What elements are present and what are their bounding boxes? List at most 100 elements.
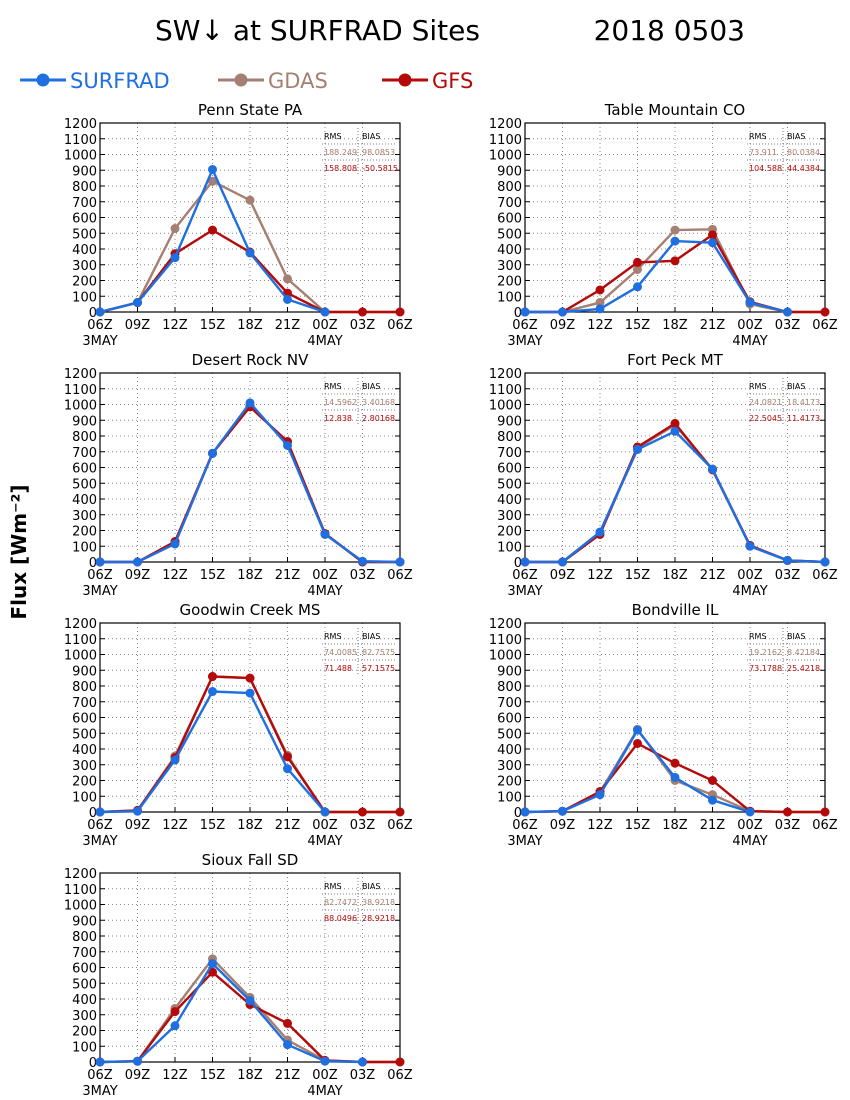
stats-bias-gfs: 11.4173	[787, 414, 820, 423]
data-point-gfs	[208, 672, 217, 682]
series-line-gfs	[525, 233, 825, 314]
data-point-surfrad	[558, 806, 567, 816]
x-tick-label: 00Z	[737, 318, 763, 333]
data-point-surfrad	[520, 557, 530, 567]
stats-rms-gdas: 19.2162	[749, 648, 782, 657]
x-tick-label: 06Z	[512, 318, 538, 333]
y-tick-label: 500	[497, 227, 522, 242]
y-tick-label: 1100	[489, 383, 522, 398]
data-point-surfrad	[133, 806, 142, 816]
y-tick-label: 700	[72, 946, 97, 961]
x-tick-label: 06Z	[812, 818, 838, 833]
x-tick-label: 06Z	[87, 818, 113, 833]
x-tick-label: 03Z	[350, 1068, 376, 1083]
x-tick-label: 03Z	[350, 318, 376, 333]
stats-bias-gfs: 57.1575	[362, 664, 395, 673]
data-point-surfrad	[95, 1057, 105, 1067]
x-tick-label: 18Z	[237, 818, 263, 833]
y-tick-label: 900	[497, 664, 522, 679]
x-tick-label: 09Z	[125, 318, 151, 333]
y-tick-label: 200	[497, 775, 522, 790]
y-tick-label: 700	[497, 696, 522, 711]
y-tick-label: 400	[72, 243, 97, 258]
x-tick-label: 15Z	[200, 1068, 226, 1083]
stats-rms-gfs: 12.838	[324, 414, 352, 423]
y-tick-label: 300	[72, 259, 97, 274]
legend-label: GFS	[432, 69, 473, 93]
date-label: 3MAY	[82, 1084, 117, 1099]
date-label: 3MAY	[82, 334, 117, 349]
date-label: 4MAY	[732, 584, 767, 599]
y-tick-label: 600	[72, 712, 97, 727]
data-point-surfrad	[558, 307, 567, 317]
date-label: 4MAY	[307, 584, 342, 599]
x-tick-label: 00Z	[737, 568, 763, 583]
legend-marker	[398, 73, 412, 87]
x-tick-label: 09Z	[550, 568, 576, 583]
y-tick-label: 1000	[489, 649, 522, 664]
x-tick-label: 21Z	[700, 568, 726, 583]
y-tick-label: 600	[497, 712, 522, 727]
y-tick-label: 400	[72, 743, 97, 758]
y-tick-label: 0	[514, 306, 522, 321]
stats-rms-gfs: 73.1788	[749, 664, 782, 673]
y-tick-label: 700	[72, 446, 97, 461]
data-point-surfrad	[708, 464, 717, 474]
stats-header-rms: RMS	[749, 632, 767, 641]
x-tick-label: 06Z	[387, 818, 413, 833]
y-tick-label: 800	[497, 430, 522, 445]
panels: Penn State PA010020030040050060070080090…	[64, 101, 838, 1099]
data-point-gfs	[633, 738, 642, 748]
data-point-surfrad	[358, 1057, 367, 1067]
y-tick-label: 300	[497, 509, 522, 524]
stats-box: RMS BIAS 74.0085 82.7575 71.488 57.1575	[322, 628, 396, 676]
data-point-surfrad	[558, 557, 567, 567]
x-tick-label: 18Z	[662, 568, 688, 583]
y-tick-label: 500	[72, 727, 97, 742]
legend-marker	[36, 73, 50, 87]
x-tick-label: 12Z	[162, 568, 188, 583]
data-point-surfrad	[95, 807, 105, 817]
y-tick-label: 1000	[64, 899, 97, 914]
x-tick-label: 18Z	[237, 318, 263, 333]
data-point-gfs	[358, 307, 367, 317]
data-point-surfrad	[133, 1056, 142, 1066]
y-tick-label: 900	[72, 164, 97, 179]
data-point-surfrad	[95, 557, 105, 567]
stats-bias-gdas: 80.0384	[787, 148, 820, 157]
y-tick-label: 100	[497, 540, 522, 555]
data-point-gfs	[358, 807, 367, 817]
y-tick-label: 100	[72, 1040, 97, 1055]
chart-panel: Desert Rock NV 01002003004005006007008009…	[64, 351, 413, 599]
y-tick-label: 1000	[489, 149, 522, 164]
stats-rms-gdas: 82.7472	[324, 898, 357, 907]
x-tick-label: 15Z	[200, 568, 226, 583]
data-point-surfrad	[783, 307, 792, 317]
date-label: 3MAY	[82, 584, 117, 599]
stats-bias-gfs: 2.80168	[362, 414, 395, 423]
y-tick-label: 300	[72, 509, 97, 524]
y-tick-label: 500	[72, 977, 97, 992]
x-tick-label: 15Z	[625, 568, 651, 583]
x-tick-label: 09Z	[125, 1068, 151, 1083]
data-point-surfrad	[133, 298, 142, 308]
x-tick-label: 06Z	[812, 318, 838, 333]
x-tick-label: 18Z	[237, 568, 263, 583]
data-point-surfrad	[670, 426, 680, 436]
figure-date: 2018 0503	[594, 14, 745, 47]
x-tick-label: 21Z	[275, 568, 301, 583]
data-point-surfrad	[170, 1021, 180, 1031]
data-point-surfrad	[208, 687, 217, 697]
stats-header-rms: RMS	[324, 882, 342, 891]
x-tick-label: 21Z	[275, 818, 301, 833]
data-point-gfs	[670, 256, 680, 266]
legend-label: SURFRAD	[70, 69, 170, 93]
y-tick-label: 1100	[64, 133, 97, 148]
data-point-surfrad	[245, 248, 255, 258]
data-point-gfs	[283, 1018, 292, 1028]
x-tick-label: 12Z	[587, 818, 613, 833]
x-tick-label: 15Z	[200, 818, 226, 833]
data-point-surfrad	[208, 959, 217, 969]
data-point-surfrad	[670, 236, 680, 246]
